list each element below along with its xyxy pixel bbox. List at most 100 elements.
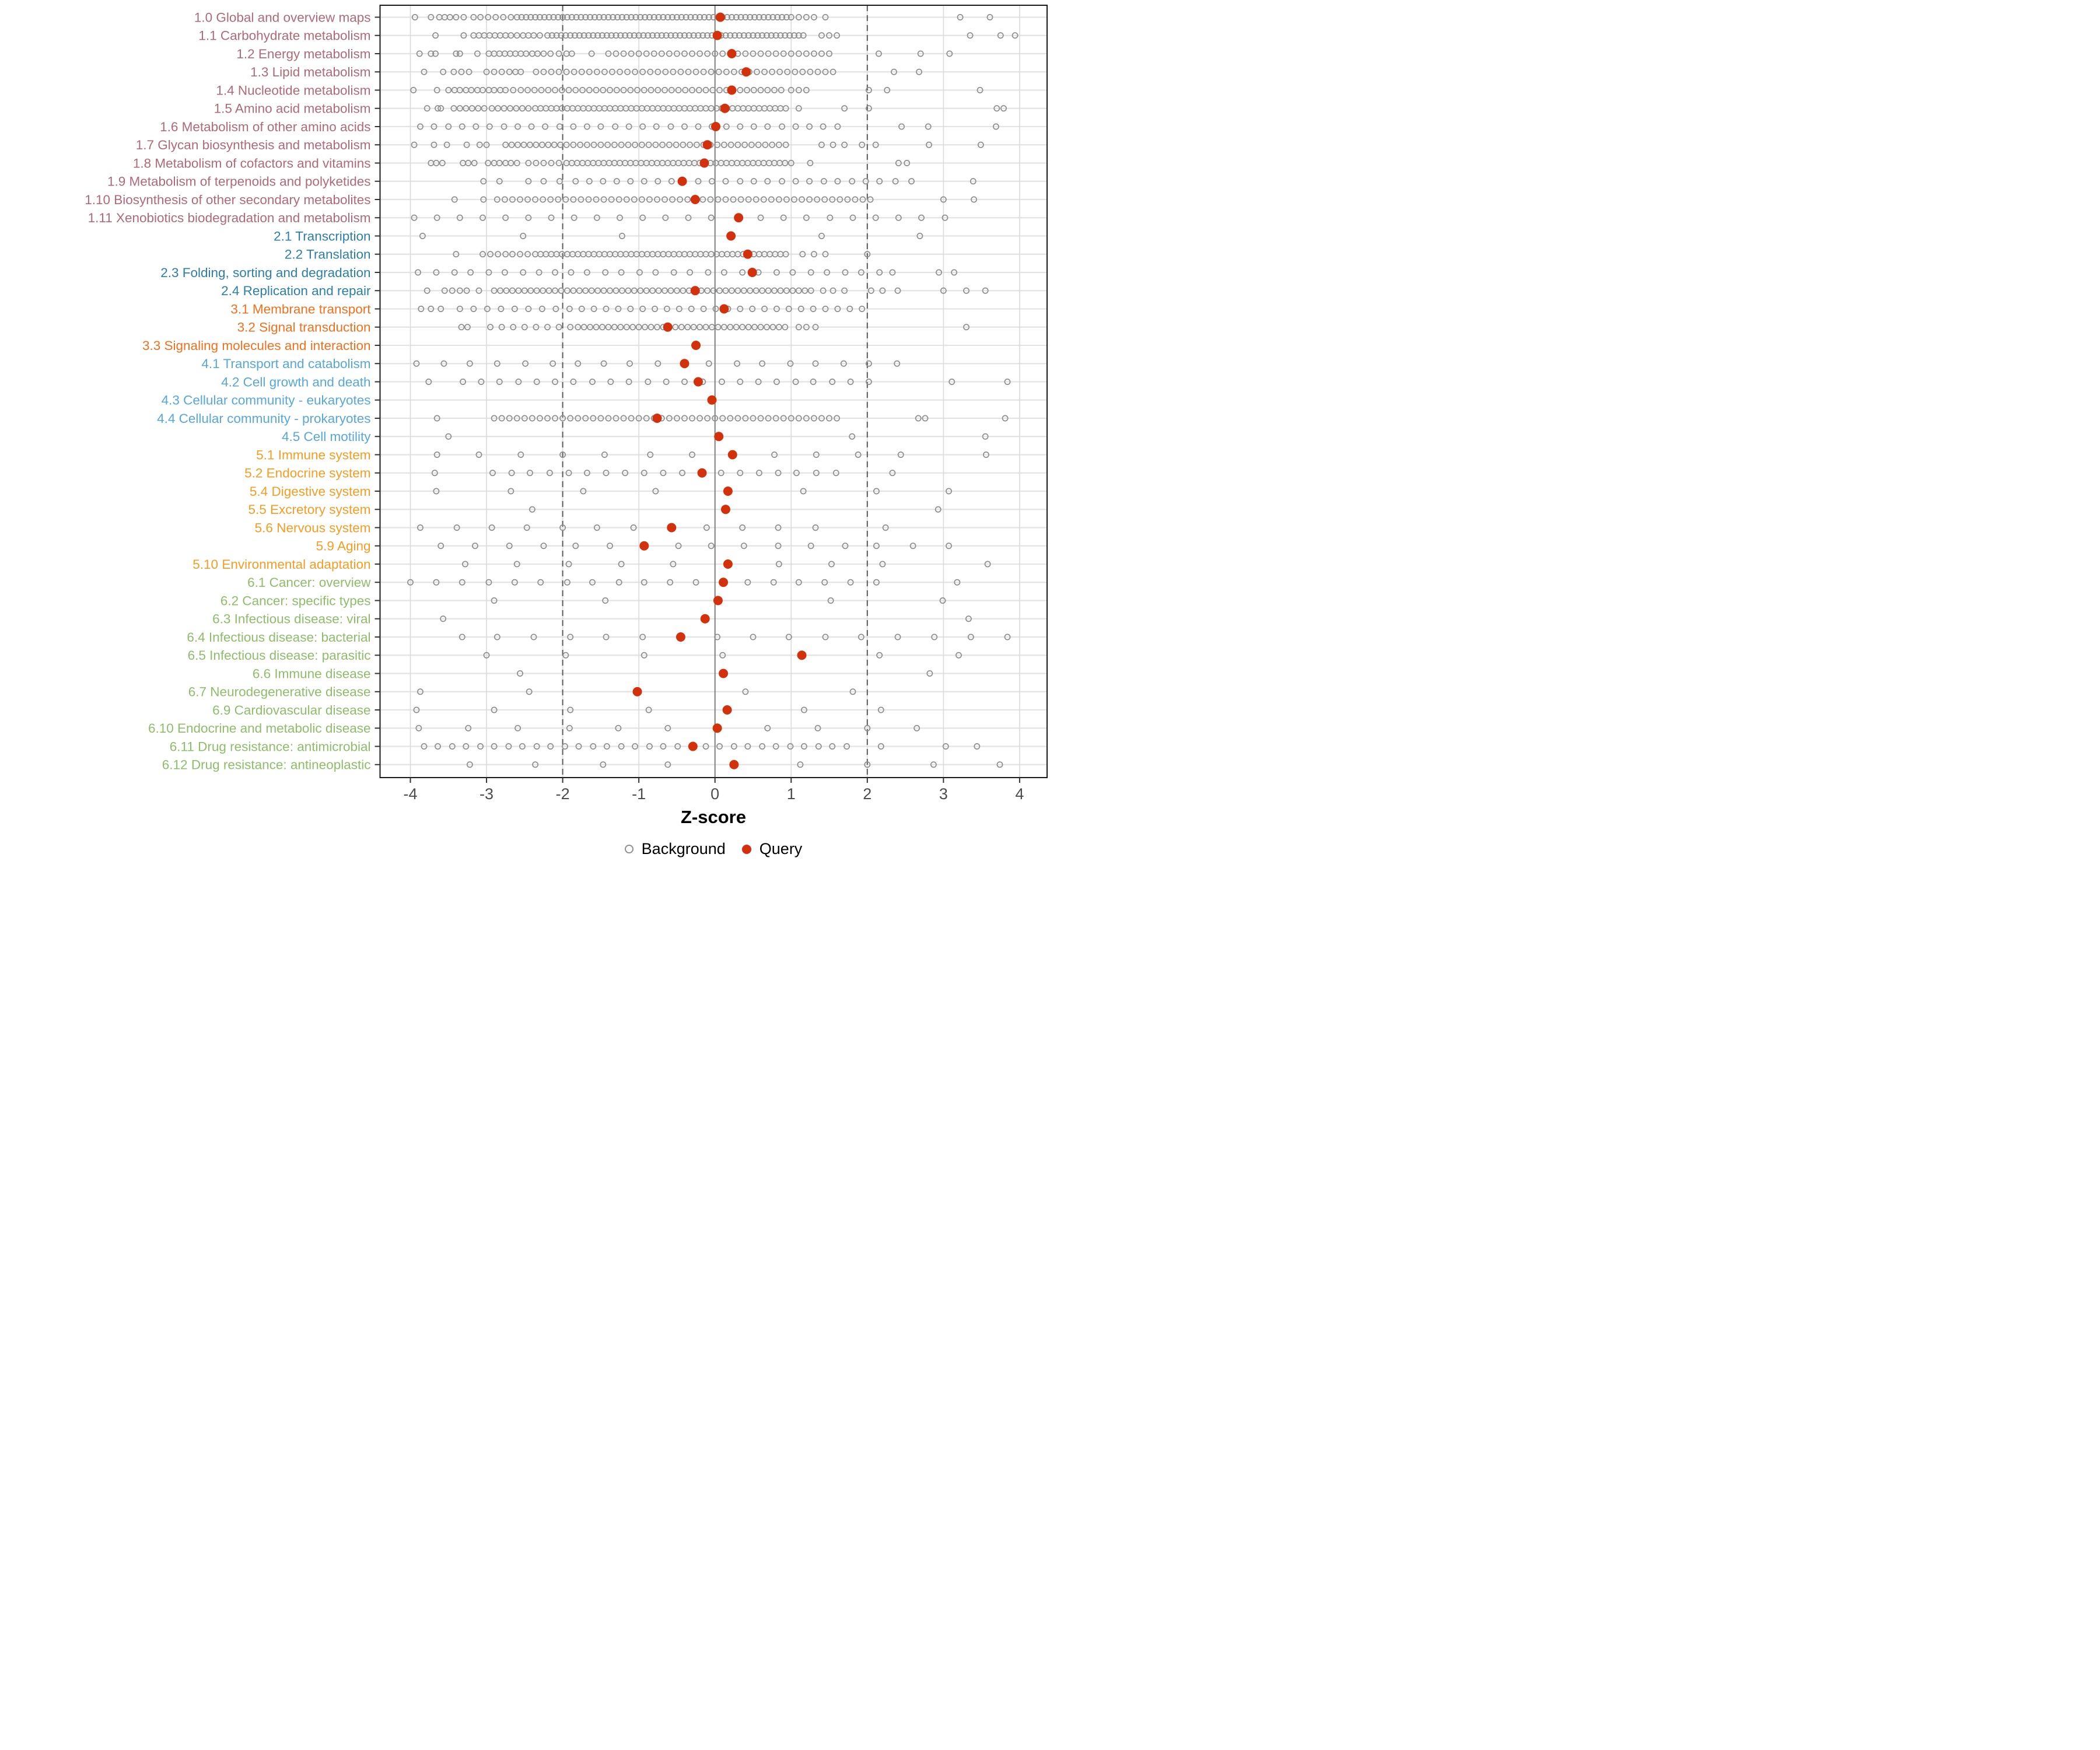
background-point [625, 123, 632, 130]
background-point [557, 141, 564, 148]
background-point [488, 524, 495, 531]
background-point [965, 615, 972, 622]
background-point [453, 251, 460, 258]
background-point [770, 579, 777, 586]
background-point [652, 269, 659, 276]
background-point [670, 68, 677, 75]
background-point [451, 269, 458, 276]
query-point [711, 122, 721, 131]
background-point [662, 214, 669, 221]
background-point [719, 652, 726, 659]
background-point [834, 32, 841, 39]
background-point [822, 68, 829, 75]
background-point [515, 287, 522, 294]
background-point [631, 32, 638, 39]
background-point [739, 524, 746, 531]
background-point [563, 68, 570, 75]
background-point [494, 360, 501, 367]
background-point [629, 324, 636, 331]
background-point [696, 14, 704, 20]
background-point [640, 470, 648, 477]
background-point [523, 14, 530, 20]
background-point [597, 141, 604, 148]
background-point [709, 178, 715, 185]
legend-item-background: Background [624, 840, 726, 858]
background-point [702, 324, 709, 331]
background-point [567, 32, 574, 39]
background-point [662, 68, 669, 75]
background-point [769, 141, 776, 148]
background-point [769, 324, 776, 331]
y-axis-label: 1.10 Biosynthesis of other secondary met… [85, 192, 370, 207]
background-point [485, 269, 492, 276]
background-point [411, 14, 418, 20]
background-point [983, 452, 989, 458]
background-point [610, 14, 617, 20]
background-point [615, 724, 622, 732]
background-point [740, 542, 747, 550]
background-point [576, 287, 583, 294]
x-axis-tick-label: -1 [632, 785, 646, 803]
background-point [715, 324, 722, 331]
background-point [626, 360, 633, 367]
background-point [590, 743, 597, 750]
background-point [480, 196, 487, 203]
background-point [463, 287, 470, 294]
background-point [475, 105, 482, 112]
background-point [527, 470, 533, 477]
background-point [517, 670, 523, 677]
background-point [565, 561, 572, 568]
background-point [795, 415, 802, 422]
background-point [783, 287, 790, 294]
background-point [685, 68, 692, 75]
background-point [727, 141, 734, 148]
background-point [653, 123, 660, 130]
background-point [793, 470, 800, 477]
background-point [840, 360, 847, 367]
background-point [712, 306, 719, 312]
background-point [810, 251, 817, 258]
background-point [428, 14, 435, 20]
background-point [842, 542, 849, 550]
background-point [511, 306, 518, 312]
background-point [459, 634, 466, 640]
background-point [967, 32, 974, 39]
background-point [704, 287, 711, 294]
background-point [695, 87, 702, 93]
background-point [609, 68, 615, 75]
background-point [507, 105, 513, 112]
background-point [590, 306, 597, 312]
background-point [783, 196, 790, 203]
background-point [517, 87, 524, 93]
background-point [681, 50, 688, 57]
background-point [772, 32, 779, 39]
background-point [654, 32, 660, 39]
background-point [640, 32, 647, 39]
background-point [705, 269, 712, 276]
query-legend-label: Query [759, 840, 803, 858]
background-point [649, 287, 656, 294]
background-point [810, 379, 817, 385]
background-point [806, 123, 813, 130]
query-point [639, 541, 649, 551]
background-point [466, 360, 473, 367]
background-point [540, 68, 547, 75]
background-point [646, 196, 653, 203]
query-point [712, 30, 722, 40]
background-point [775, 324, 782, 331]
background-point [628, 50, 635, 57]
background-point [681, 123, 688, 130]
background-point [673, 415, 680, 422]
background-point [570, 141, 577, 148]
background-point [654, 196, 660, 203]
background-point [834, 123, 841, 130]
background-point [605, 50, 612, 57]
background-legend-marker-icon [624, 845, 634, 853]
background-point [562, 32, 569, 39]
background-point [562, 196, 569, 203]
background-point [417, 688, 424, 695]
background-point [590, 415, 597, 422]
background-point [742, 415, 749, 422]
background-point [525, 105, 532, 112]
x-axis-tick-label: 2 [863, 785, 872, 803]
